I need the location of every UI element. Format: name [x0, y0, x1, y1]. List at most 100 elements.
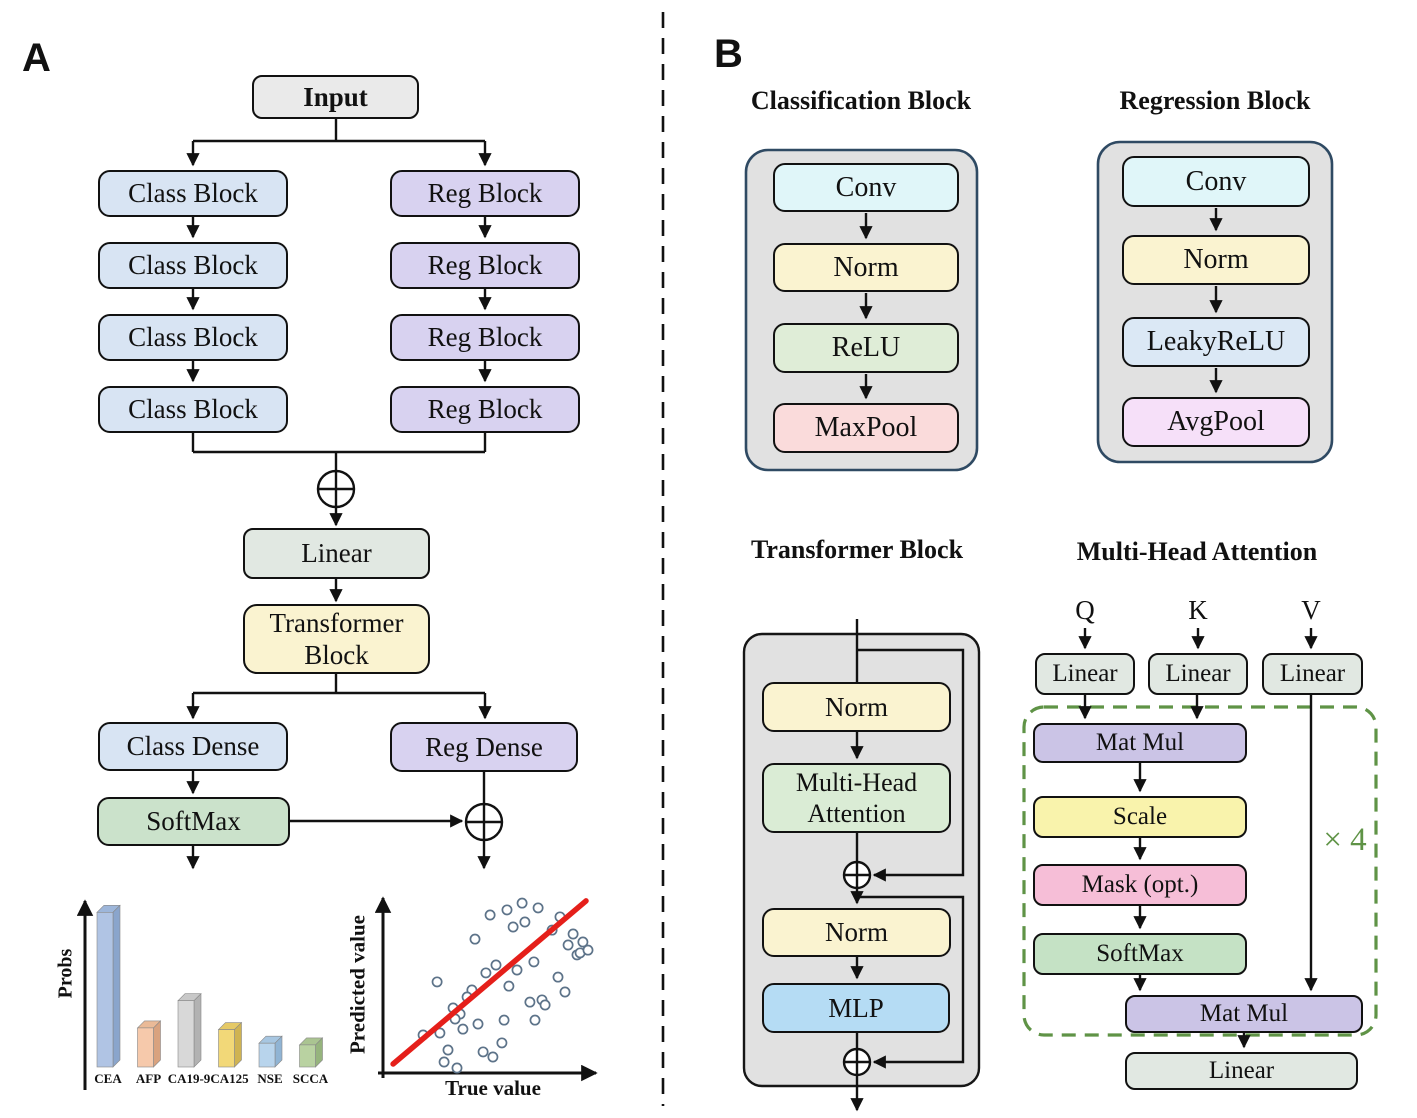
scatter-point — [567, 928, 579, 940]
mha-linear-k-box: Linear — [1148, 653, 1248, 695]
q-label: Q — [1075, 595, 1095, 625]
scatter-point — [434, 1027, 446, 1039]
bar-front-face — [218, 1029, 235, 1068]
scatter-point — [442, 1044, 454, 1056]
bar-category-label: SCCA — [293, 1071, 329, 1086]
scatter-point — [507, 921, 519, 933]
bar-category-label: CA125 — [210, 1071, 249, 1086]
scatter-point — [496, 1037, 508, 1049]
scatter-point — [519, 916, 531, 928]
scatter-point — [457, 1023, 469, 1035]
linear-box: Linear — [243, 528, 430, 579]
residual-skip-path — [857, 648, 965, 882]
scatter-point — [528, 956, 540, 968]
reg-block-2: Reg Block — [390, 242, 580, 289]
panel-b-connectors — [842, 208, 1318, 1112]
probability-bar-chart: CEA AFP CA19-9 CA125 NSE SCCA — [94, 904, 329, 1086]
softmax-box: SoftMax — [97, 797, 290, 846]
regression-leakyrelu-box: LeakyReLU — [1122, 317, 1310, 367]
transformer-block-container — [742, 632, 981, 1088]
reg-block-3: Reg Block — [390, 314, 580, 361]
bar-front-face — [258, 1042, 276, 1068]
scatter-point — [562, 939, 574, 951]
scatter-point — [552, 971, 564, 983]
transformer-block-box: Transformer Block — [243, 604, 430, 674]
classification-relu-box: ReLU — [773, 323, 959, 373]
regression-norm-box: Norm — [1122, 235, 1310, 285]
mha-matmul1-box: Mat Mul — [1033, 723, 1247, 763]
scatter-ylabel: Predicted value — [345, 915, 370, 1055]
scatter-point — [577, 936, 589, 948]
scatter-point — [472, 1018, 484, 1030]
repeat-x4-label: × 4 — [1323, 822, 1367, 858]
scatter-point — [532, 902, 544, 914]
scatter-point — [529, 1014, 541, 1026]
scatter-point — [511, 964, 523, 976]
panel-a-label: A — [22, 36, 51, 80]
v-label: V — [1301, 595, 1321, 625]
regression-line — [390, 898, 589, 1067]
mha-scale-box: Scale — [1033, 796, 1247, 838]
scatter-point — [451, 1062, 463, 1074]
residual-skip-path — [857, 895, 965, 1069]
scatter-point — [487, 1051, 499, 1063]
bar-front-face — [177, 1000, 195, 1068]
regression-block-title: Regression Block — [1119, 86, 1311, 115]
scatter-point — [490, 959, 502, 971]
mha-title: Multi-Head Attention — [1076, 537, 1318, 566]
scatter-point — [524, 996, 536, 1008]
k-label: K — [1188, 595, 1208, 625]
scatter-point — [484, 909, 496, 921]
transformer-block-title: Transformer Block — [750, 535, 964, 564]
scatter-point — [438, 1056, 450, 1068]
class-block-4: Class Block — [98, 386, 288, 433]
class-block-3: Class Block — [98, 314, 288, 361]
chart-axes — [76, 896, 598, 1090]
panel-b-label: B — [714, 32, 743, 76]
class-block-2: Class Block — [98, 242, 288, 289]
scatter-point — [501, 904, 513, 916]
bar-chart-ylabel: Probs — [54, 948, 77, 999]
scatter-point — [469, 933, 481, 945]
bar-category-label: CEA — [94, 1071, 122, 1086]
scatter-point — [480, 967, 492, 979]
bar-side-face — [153, 1020, 161, 1068]
input-box: Input — [252, 75, 419, 119]
mha-mask-box: Mask (opt.) — [1033, 864, 1247, 906]
scatter-point — [431, 976, 443, 988]
panel-a-connectors — [186, 119, 504, 870]
bar-front-face — [96, 911, 114, 1068]
mha-linear-v-box: Linear — [1262, 653, 1363, 695]
bar-side-face — [234, 1021, 242, 1068]
scatter-point — [477, 1046, 489, 1058]
scatter-point — [559, 986, 571, 998]
bar-category-label: AFP — [136, 1071, 161, 1086]
mha-linear-q-box: Linear — [1035, 653, 1135, 695]
classification-maxpool-box: MaxPool — [773, 403, 959, 453]
bar-front-face — [137, 1027, 154, 1068]
transformer-norm2-box: Norm — [762, 908, 951, 957]
scatter-point — [498, 1014, 510, 1026]
regression-avgpool-box: AvgPool — [1122, 397, 1310, 447]
classification-block-title: Classification Block — [750, 86, 972, 115]
mha-softmax-box: SoftMax — [1033, 933, 1247, 975]
class-block-1: Class Block — [98, 170, 288, 217]
bar-front-face — [299, 1044, 316, 1068]
mha-matmul2-box: Mat Mul — [1125, 995, 1363, 1033]
mha-repeat-dashed-container — [1022, 705, 1378, 1037]
classification-norm-box: Norm — [773, 243, 959, 292]
bar-category-label: CA19-9 — [168, 1071, 211, 1086]
scatter-xlabel: True value — [445, 1076, 541, 1100]
class-dense-box: Class Dense — [98, 722, 288, 771]
reg-block-1: Reg Block — [390, 170, 580, 217]
reg-block-4: Reg Block — [390, 386, 580, 433]
bar-side-face — [193, 992, 202, 1068]
scatter-point — [582, 944, 594, 956]
reg-dense-box: Reg Dense — [390, 722, 578, 772]
transformer-norm1-box: Norm — [762, 682, 951, 732]
classification-conv-box: Conv — [773, 163, 959, 212]
mha-linear-out-box: Linear — [1125, 1052, 1358, 1090]
bar-side-face — [112, 904, 121, 1068]
